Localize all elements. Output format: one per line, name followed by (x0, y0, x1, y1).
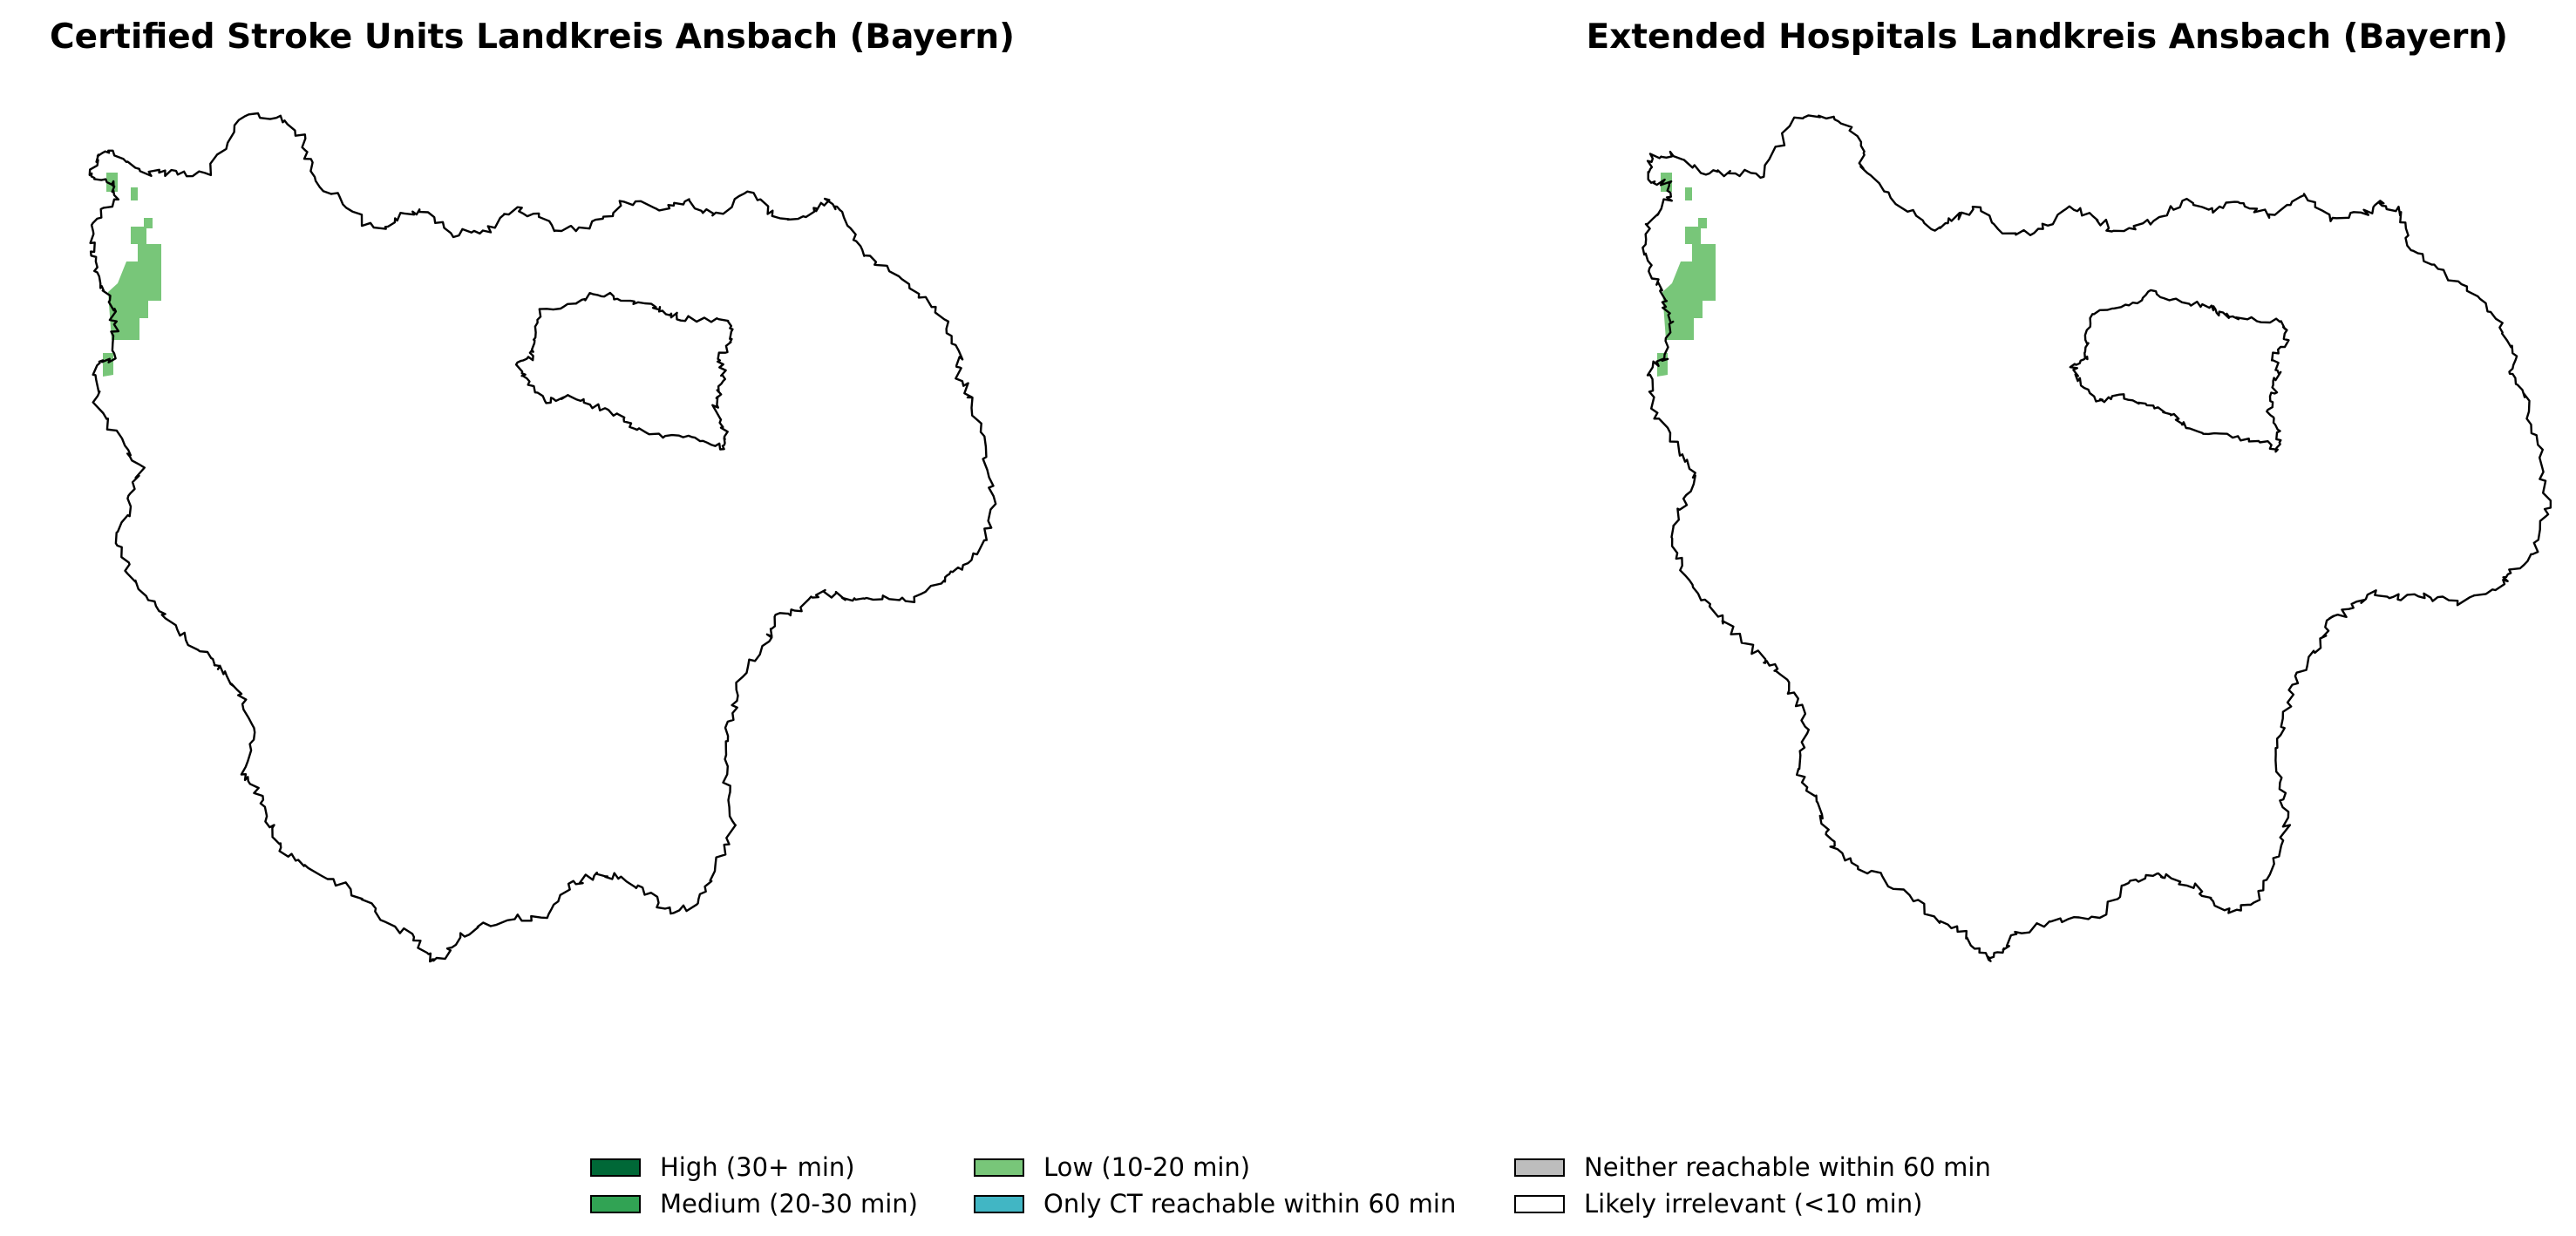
legend-label: Only CT reachable within 60 min (1043, 1189, 1457, 1219)
legend-item: Low (10-20 min) (974, 1149, 1514, 1185)
legend-item: Neither reachable within 60 min (1514, 1149, 1991, 1185)
legend-swatch (974, 1194, 1024, 1213)
district-map (88, 112, 997, 963)
district-map (1641, 114, 2552, 962)
enclave-boundary (2069, 289, 2290, 453)
legend-item: Only CT reachable within 60 min (974, 1185, 1514, 1222)
low-coverage-cell (103, 353, 113, 377)
enclave-boundary (514, 291, 734, 451)
legend-item: Likely irrelevant (<10 min) (1514, 1185, 1991, 1222)
legend-swatch (1514, 1194, 1565, 1213)
legend-item: High (30+ min) (590, 1149, 974, 1185)
map-panel-stroke-units (70, 105, 1046, 994)
map-title-left: Certified Stroke Units Landkreis Ansbach… (50, 17, 1015, 57)
district-boundary (1641, 114, 2552, 962)
legend-label: Medium (20-30 min) (660, 1189, 918, 1219)
legend-item: Medium (20-30 min) (590, 1185, 974, 1222)
map-panel-extended-hospitals (1624, 105, 2576, 994)
legend-label: Likely irrelevant (<10 min) (1584, 1189, 1923, 1219)
legend-swatch (590, 1194, 641, 1213)
legend-label: High (30+ min) (660, 1152, 855, 1182)
legend-swatch (974, 1158, 1024, 1177)
map-title-right: Extended Hospitals Landkreis Ansbach (Ba… (1586, 17, 2508, 57)
legend-label: Neither reachable within 60 min (1584, 1152, 1991, 1182)
low-coverage-cell (1698, 218, 1707, 228)
legend-label: Low (10-20 min) (1043, 1152, 1251, 1182)
low-coverage-cell (144, 218, 153, 228)
low-coverage-cell (131, 187, 138, 200)
low-coverage-cell (108, 227, 161, 340)
low-coverage-cell (1662, 227, 1716, 340)
low-coverage-cell (1685, 187, 1692, 200)
district-boundary (88, 112, 997, 963)
legend-swatch (590, 1158, 641, 1177)
legend: High (30+ min) Medium (20-30 min) Low (1… (590, 1149, 1991, 1222)
legend-swatch (1514, 1158, 1565, 1177)
